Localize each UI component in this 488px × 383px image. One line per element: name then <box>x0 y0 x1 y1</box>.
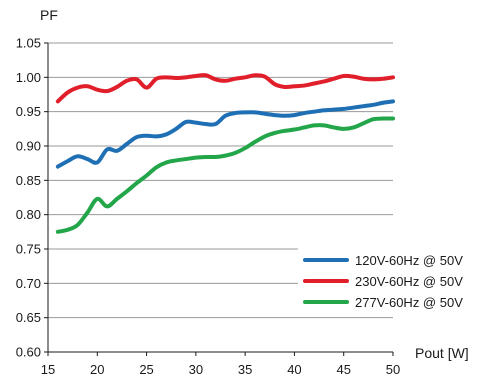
x-axis-title: Pout [W] <box>415 345 469 361</box>
x-tick-label: 50 <box>386 362 400 377</box>
legend-label-3: 277V-60Hz @ 50V <box>355 295 463 310</box>
y-tick-label: 1.00 <box>16 70 41 85</box>
y-axis-ticks: 0.60 0.65 0.70 0.75 0.80 0.85 0.90 0.95 1.00 1.05 <box>16 36 48 360</box>
y-tick-label: 1.05 <box>16 36 41 51</box>
x-tick-label: 45 <box>336 362 350 377</box>
x-tick-label: 35 <box>238 362 252 377</box>
series-line-3 <box>55 116 395 234</box>
y-tick-label: 0.80 <box>16 207 41 222</box>
gridlines <box>48 42 393 319</box>
x-tick-label: 20 <box>90 362 104 377</box>
x-tick-label: 30 <box>189 362 203 377</box>
x-axis-ticks: 15 20 25 30 35 40 45 50 <box>41 352 400 377</box>
y-tick-label: 0.95 <box>16 104 41 119</box>
y-tick-label: 0.75 <box>16 242 41 257</box>
y-tick-label: 0.85 <box>16 173 41 188</box>
y-axis-title: PF <box>40 7 58 23</box>
legend: 120V-60Hz @ 50V 230V-60Hz @ 50V 277V-60Hz … <box>303 253 463 310</box>
y-tick-label: 0.90 <box>16 139 41 154</box>
x-tick-label: 25 <box>139 362 153 377</box>
y-tick-label: 0.60 <box>16 345 41 360</box>
x-tick-label: 40 <box>287 362 301 377</box>
series-line-2 <box>55 73 395 104</box>
y-tick-label: 0.65 <box>16 310 41 325</box>
series-lines <box>55 73 395 234</box>
legend-label-1: 120V-60Hz @ 50V <box>355 253 463 268</box>
series-line-1 <box>55 99 395 169</box>
legend-background <box>298 246 484 310</box>
x-tick-label: 15 <box>41 362 55 377</box>
legend-label-2: 230V-60Hz @ 50V <box>355 274 463 289</box>
y-tick-label: 0.70 <box>16 276 41 291</box>
